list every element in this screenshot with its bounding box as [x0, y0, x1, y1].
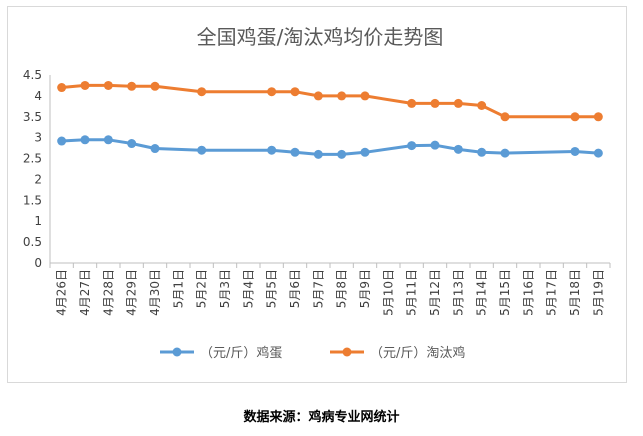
x-tick-label: 5月12日	[428, 269, 442, 316]
y-tick-label: 1.5	[23, 193, 42, 207]
data-point-1	[103, 80, 113, 90]
x-tick-label: 5月6日	[288, 269, 302, 308]
x-tick-label: 5月14日	[475, 269, 489, 316]
y-tick-label: 1	[34, 214, 42, 228]
x-tick-label: 5月18日	[568, 269, 582, 316]
chart-title: 全国鸡蛋/淘汰鸡均价走势图	[197, 25, 444, 49]
x-tick-label: 5月5日	[265, 269, 279, 308]
x-tick-label: 5月16日	[521, 269, 535, 316]
data-point-1	[453, 98, 463, 108]
x-tick-label: 5月11日	[405, 269, 419, 316]
data-point-1	[500, 112, 510, 122]
data-point-0	[407, 141, 417, 151]
data-point-0	[103, 135, 113, 145]
data-point-1	[57, 83, 67, 93]
source-note: 数据来源：鸡病专业网统计	[243, 410, 400, 425]
x-tick-label: 4月28日	[101, 269, 115, 316]
y-tick-label: 3.5	[23, 110, 42, 124]
data-point-0	[150, 144, 160, 154]
chart-frame	[7, 6, 627, 383]
legend-marker-1	[342, 347, 352, 357]
x-tick-label: 5月3日	[218, 269, 232, 308]
data-point-0	[337, 149, 347, 159]
data-point-1	[407, 98, 417, 108]
data-point-0	[453, 144, 463, 154]
data-point-0	[80, 135, 90, 145]
data-point-0	[313, 149, 323, 159]
data-point-0	[267, 145, 277, 155]
x-tick-label: 5月1日	[171, 269, 185, 308]
x-tick-label: 4月27日	[78, 269, 92, 316]
x-tick-label: 5月15日	[498, 269, 512, 316]
x-tick-label: 5月2日	[195, 269, 209, 308]
legend-marker-0	[172, 347, 182, 357]
x-tick-label: 5月4日	[241, 269, 255, 308]
x-tick-label: 5月10日	[381, 269, 395, 316]
data-point-1	[150, 81, 160, 91]
x-tick-label: 5月8日	[335, 269, 349, 308]
data-point-0	[500, 148, 510, 158]
x-tick-label: 5月13日	[451, 269, 465, 316]
data-point-1	[127, 81, 137, 91]
y-tick-label: 4.5	[23, 68, 42, 82]
series-line-0	[61, 138, 599, 156]
series-line-1	[61, 83, 599, 119]
y-tick-label: 4	[34, 89, 42, 103]
data-point-1	[267, 87, 277, 97]
data-point-1	[290, 87, 300, 97]
data-point-1	[593, 112, 603, 122]
data-point-0	[290, 147, 300, 157]
data-point-0	[57, 136, 67, 146]
y-tick-label: 0.5	[23, 235, 42, 249]
x-tick-label: 5月9日	[358, 269, 372, 308]
line-chart: 全国鸡蛋/淘汰鸡均价走势图 0 0.5 1 1.5 2 2.5 3 3.5 4 4.5 4月26日 4月…	[23, 25, 611, 361]
legend-label-0: （元/斤）鸡蛋	[200, 345, 282, 361]
y-tick-label: 0	[34, 256, 42, 270]
y-tick-label: 2	[34, 172, 42, 186]
data-point-0	[197, 145, 207, 155]
data-point-0	[127, 139, 137, 149]
data-point-1	[477, 100, 487, 110]
legend-label-1: （元/斤）淘汰鸡	[370, 345, 465, 361]
data-point-1	[337, 91, 347, 101]
data-point-0	[360, 147, 370, 157]
data-point-1	[197, 87, 207, 97]
y-tick-label: 2.5	[23, 152, 42, 166]
data-point-0	[477, 147, 487, 157]
data-point-1	[360, 91, 370, 101]
data-point-0	[570, 146, 580, 156]
x-tick-label: 4月26日	[55, 269, 69, 316]
x-tick-label: 4月30日	[148, 269, 162, 316]
x-tick-label: 5月19日	[591, 269, 605, 316]
x-tick-label: 5月7日	[311, 269, 325, 308]
data-point-0	[430, 140, 440, 150]
x-tick-label: 4月29日	[125, 269, 139, 316]
data-point-1	[430, 98, 440, 108]
data-point-1	[570, 112, 580, 122]
data-point-0	[593, 148, 603, 158]
data-point-1	[80, 80, 90, 90]
data-point-1	[313, 91, 323, 101]
y-tick-label: 3	[34, 131, 42, 145]
x-tick-label: 5月17日	[545, 269, 559, 316]
